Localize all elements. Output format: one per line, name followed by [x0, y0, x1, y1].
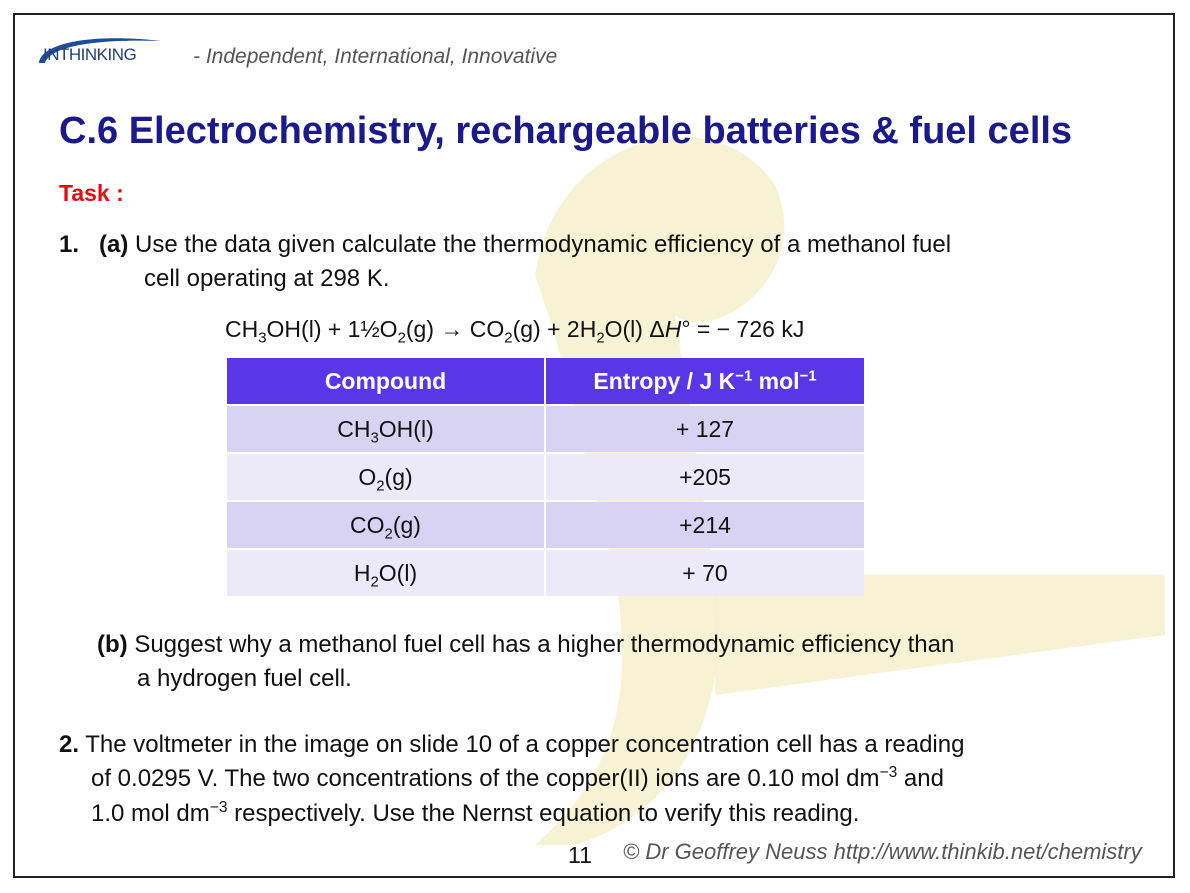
header-compound: Compound [227, 358, 544, 404]
q1-part-b-line2: a hydrogen fuel cell. [137, 665, 352, 692]
compound-cell: O2(g) [227, 454, 544, 500]
tagline: - Independent, International, Innovative [193, 45, 558, 68]
page-title: C.6 Electrochemistry, rechargeable batte… [59, 110, 1073, 152]
q1-part-a-line1: 1. (a) Use the data given calculate the … [59, 229, 951, 261]
q2-line2: of 0.0295 V. The two concentrations of t… [91, 764, 944, 792]
entropy-cell: +205 [546, 454, 864, 500]
footer-credit: © Dr Geoffrey Neuss http://www.thinkib.n… [623, 839, 1142, 864]
table-row: O2(g) +205 [227, 454, 864, 500]
header-entropy: Entropy / J K−1 mol−1 [546, 358, 864, 404]
q2-line3: 1.0 mol dm−3 respectively. Use the Nerns… [91, 799, 860, 827]
brand-logo: INTHINKING [35, 37, 175, 67]
table-header-row: Compound Entropy / J K−1 mol−1 [227, 358, 864, 404]
entropy-table: Compound Entropy / J K−1 mol−1 CH3OH(l) … [225, 356, 866, 598]
task-label: Task : [59, 180, 124, 206]
q1-part-b-label: (b) [97, 631, 128, 658]
swoosh-icon [39, 38, 161, 63]
q1-part-a-text: Use the data given calculate the thermod… [135, 231, 952, 258]
q1-part-a-line2: cell operating at 298 K. [144, 265, 390, 292]
page-number: 11 [568, 842, 592, 868]
compound-cell: H2O(l) [227, 550, 544, 596]
q1-part-a-label: (a) [99, 231, 129, 258]
q2-number: 2. [59, 731, 80, 758]
q2-line1: 2. The voltmeter in the image on slide 1… [59, 731, 965, 758]
logo-text: INTHINKING [43, 45, 137, 64]
table-row: CO2(g) +214 [227, 502, 864, 548]
entropy-cell: + 70 [546, 550, 864, 596]
slide: INTHINKING - Independent, International,… [13, 13, 1175, 878]
compound-cell: CH3OH(l) [227, 406, 544, 452]
reaction-equation: CH3OH(l) + 1½O2(g) → CO2(g) + 2H2O(l) ΔH… [225, 316, 805, 347]
entropy-cell: + 127 [546, 406, 864, 452]
compound-cell: CO2(g) [227, 502, 544, 548]
table-row: H2O(l) + 70 [227, 550, 864, 596]
entropy-cell: +214 [546, 502, 864, 548]
q1-number: 1. [59, 231, 80, 258]
table-row: CH3OH(l) + 127 [227, 406, 864, 452]
q1-part-b-line1: (b) Suggest why a methanol fuel cell has… [97, 631, 955, 658]
